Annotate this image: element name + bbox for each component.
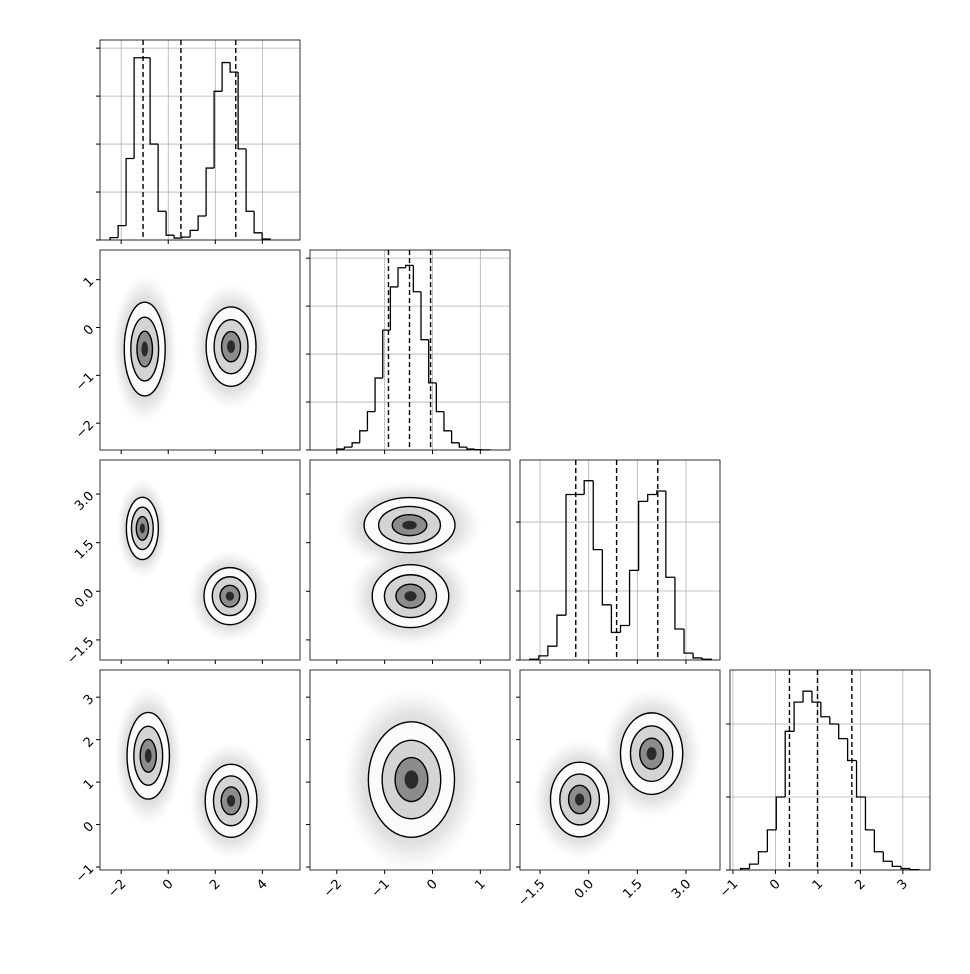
- y-tick-label: 0.0: [72, 586, 97, 611]
- y-tick-label: −2: [73, 418, 97, 442]
- x-tick-label: 3.0: [669, 877, 694, 902]
- panel-frame: [100, 40, 300, 240]
- density-contour: [141, 342, 148, 357]
- density-contour: [647, 747, 657, 760]
- x-tick-label: −2: [321, 877, 345, 901]
- density-panel: [533, 688, 701, 859]
- density-contour: [226, 592, 234, 601]
- hist-panel: [306, 250, 510, 450]
- density-panel: [343, 687, 481, 872]
- x-tick-label: 1: [810, 877, 826, 893]
- hist-step: [475, 449, 483, 450]
- panel-frame: [730, 670, 930, 870]
- density-panel: [337, 481, 482, 646]
- density-contour: [404, 591, 416, 601]
- density-panel: [112, 274, 271, 424]
- density-panel: [117, 479, 272, 642]
- x-tick-label: 0: [767, 877, 783, 893]
- hist-panel: [516, 460, 720, 660]
- hist-panel: [726, 670, 930, 870]
- x-tick-label: 0: [424, 877, 440, 893]
- x-tick-label: 1: [472, 877, 488, 893]
- density-contour: [227, 795, 235, 807]
- x-tick-label: −1.5: [515, 877, 548, 910]
- x-tick-label: −1: [369, 877, 393, 901]
- y-tick-label: 0: [81, 322, 97, 338]
- x-tick-label: −2: [105, 877, 129, 901]
- x-tick-label: −1: [717, 877, 741, 901]
- y-tick-label: 1.5: [72, 537, 97, 562]
- y-tick-label: 3.0: [72, 489, 97, 514]
- density-contour: [145, 749, 152, 763]
- x-tick-label: 0: [160, 877, 176, 893]
- y-tick-label: 2: [81, 734, 97, 750]
- density-contour: [140, 523, 145, 533]
- density-contour: [405, 770, 419, 788]
- y-tick-label: −1: [73, 370, 97, 394]
- density-contour: [227, 340, 235, 353]
- x-tick-label: 2: [207, 877, 223, 893]
- y-tick-label: 0: [81, 819, 97, 835]
- density-panel: [114, 686, 272, 859]
- x-tick-label: 3: [895, 877, 911, 893]
- y-tick-label: 1: [81, 274, 97, 290]
- x-tick-label: 4: [254, 877, 270, 893]
- x-tick-label: 2: [852, 877, 868, 893]
- x-tick-label: 1.5: [620, 877, 645, 902]
- y-tick-label: 1: [81, 777, 97, 793]
- y-tick-label: −1.5: [64, 635, 97, 668]
- density-contour: [575, 794, 584, 806]
- density-contour: [402, 521, 417, 530]
- y-tick-label: −1: [73, 862, 97, 886]
- y-tick-label: 3: [81, 692, 97, 708]
- hist-panel: [96, 40, 300, 240]
- x-tick-label: 0.0: [572, 877, 597, 902]
